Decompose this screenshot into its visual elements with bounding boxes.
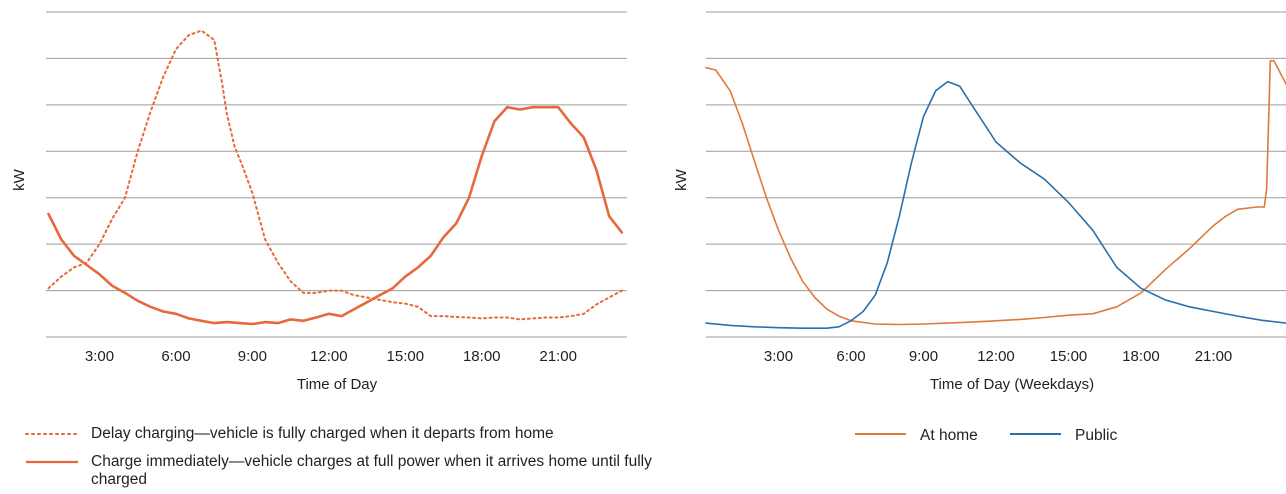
series-line-delay-charging (47, 29, 623, 321)
right-x-tick-label: 3:00 (764, 348, 793, 365)
left-gridlines (46, 11, 627, 338)
right-x-tick-label: 18:00 (1122, 348, 1160, 365)
right-gridlines (706, 11, 1286, 338)
legend-label-charge-immediately: Charge immediately—vehicle charges at fu… (91, 453, 652, 488)
left-x-tick-label: 15:00 (387, 348, 425, 365)
series-line-public (705, 80, 1286, 329)
legend-label-public: Public (1075, 427, 1117, 444)
left-x-tick-label: 6:00 (161, 348, 190, 365)
right-x-tick-label: 6:00 (836, 348, 865, 365)
left-legend-swatches (25, 433, 79, 464)
legend-label-delay-charging: Delay charging—vehicle is fully charged … (91, 425, 554, 442)
left-series-group (47, 29, 624, 326)
right-x-axis-label: Time of Day (Weekdays) (930, 376, 1094, 393)
left-y-axis-label: kW (11, 168, 28, 191)
left-chart: 3:00 6:00 9:00 12:00 15:00 18:00 21:00 kW Time… (11, 11, 627, 393)
left-x-axis-label: Time of Day (297, 376, 378, 393)
left-x-tick-label: 9:00 (238, 348, 267, 365)
right-y-axis-label: kW (673, 168, 690, 191)
series-line-at-home (705, 60, 1286, 326)
right-legend: At home Public (855, 427, 1117, 444)
right-chart: 3:00 6:00 9:00 12:00 15:00 18:00 21:00 kW Time… (673, 11, 1286, 393)
left-x-tick-label: 21:00 (539, 348, 577, 365)
series-line-charge-immediately (47, 105, 624, 326)
left-x-tick-label: 18:00 (463, 348, 501, 365)
left-x-tick-label: 3:00 (85, 348, 114, 365)
legend-label-at-home: At home (920, 427, 978, 444)
left-x-tick-labels: 3:00 6:00 9:00 12:00 15:00 18:00 21:00 (85, 348, 577, 365)
right-series-group (705, 60, 1286, 329)
left-x-tick-label: 12:00 (310, 348, 348, 365)
right-x-tick-label: 12:00 (977, 348, 1015, 365)
right-x-tick-label: 9:00 (909, 348, 938, 365)
right-x-tick-labels: 3:00 6:00 9:00 12:00 15:00 18:00 21:00 (764, 348, 1232, 365)
right-x-tick-label: 15:00 (1050, 348, 1088, 365)
right-x-tick-label: 21:00 (1195, 348, 1233, 365)
